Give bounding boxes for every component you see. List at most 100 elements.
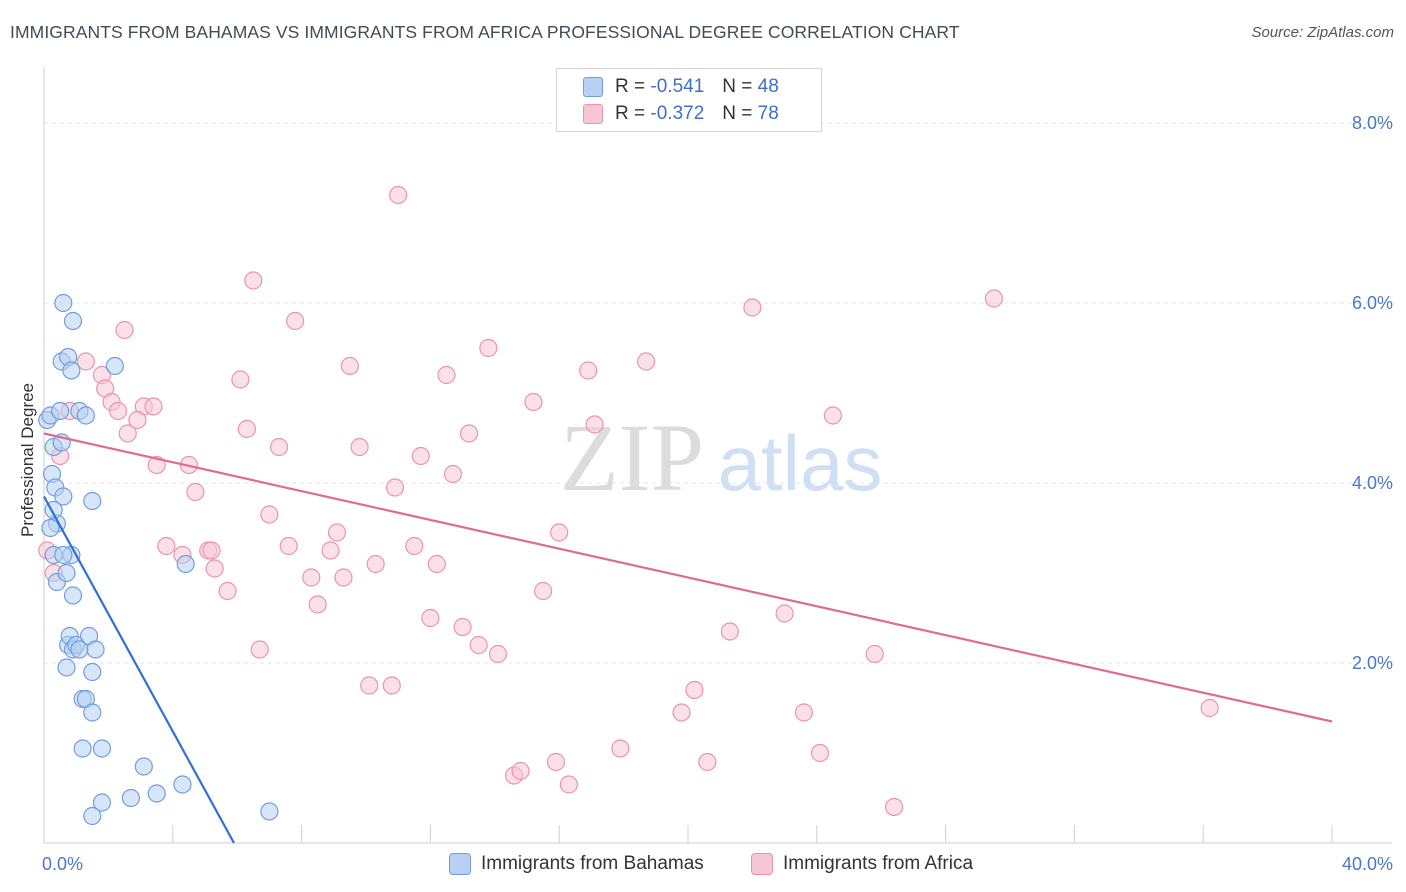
data-point-bahamas [57,658,76,677]
y-tick-labels: 2.0% 4.0% 6.0% 8.0% [1352,113,1393,673]
data-point-africa [366,554,385,574]
data-point-africa [321,541,340,560]
data-point-bahamas [83,806,102,826]
data-point-bahamas [73,739,92,758]
data-point-africa [269,437,289,457]
data-point-africa [984,289,1004,308]
data-point-africa [533,581,553,601]
data-point-africa [205,559,224,578]
data-point-africa [743,298,762,317]
legend-n-value-africa: 78 [757,103,779,124]
data-point-bahamas [54,487,73,506]
data-point-africa [108,401,128,421]
trend-lines [43,432,1333,844]
data-point-africa [810,743,830,763]
y-tick-label: 8.0% [1352,113,1393,133]
data-point-africa [279,536,298,556]
data-point-africa [260,505,279,524]
data-point-africa [157,536,176,556]
watermark-zip: ZIP [560,404,704,511]
y-tick-label: 2.0% [1352,653,1393,673]
data-point-africa [720,622,739,641]
data-point-africa [511,761,530,781]
data-point-africa [389,185,408,205]
data-point-africa [327,523,347,542]
data-point-africa [437,365,456,385]
data-point-bahamas [92,793,112,812]
y-axis-label: Professional Degree [18,383,37,537]
data-point-africa [459,424,479,443]
data-point-africa [794,703,814,722]
watermark: ZIP atlas [560,404,882,511]
data-point-africa [360,676,379,695]
legend-swatch-bahamas [449,853,471,875]
data-point-africa [250,640,269,659]
data-point-africa [524,392,543,412]
data-point-africa [823,406,843,425]
series-africa-points [38,185,1219,817]
legend-row-bahamas: R = -0.541 N = 48 [583,75,779,99]
legend-label-africa: Immigrants from Africa [783,853,974,874]
data-point-africa [382,676,401,695]
data-point-africa [546,752,566,772]
data-point-africa [115,320,134,340]
legend-item-africa[interactable]: Immigrants from Africa [751,851,973,877]
data-point-africa [469,635,488,655]
x-tick-labels: 0.0% 40.0% [42,854,1393,874]
axes [43,67,1392,844]
data-point-bahamas [54,545,73,565]
data-point-africa [672,703,691,722]
data-point-africa [884,797,904,817]
data-point-africa [186,482,205,502]
data-point-africa [411,446,430,466]
data-point-bahamas [63,586,83,605]
data-point-africa [385,478,405,497]
data-point-africa [286,311,305,331]
data-point-africa [144,397,163,416]
data-point-bahamas [86,640,105,659]
legend-item-bahamas[interactable]: Immigrants from Bahamas [449,851,704,877]
data-point-africa [76,352,95,371]
data-point-bahamas [260,802,279,821]
data-point-africa [453,617,472,637]
data-point-africa [118,424,137,443]
data-point-africa [302,568,321,587]
stats-legend: R = -0.541 N = 48 R = -0.372 N = 78 [556,68,822,132]
data-point-africa [559,775,578,794]
x-tick-label: 0.0% [42,854,83,874]
data-point-africa [550,523,569,542]
data-point-africa [237,419,256,439]
data-point-africa [775,604,794,623]
data-point-africa [579,361,598,380]
data-point-africa [340,356,359,376]
trend-line-africa [43,432,1333,723]
data-point-africa [334,568,353,587]
data-point-bahamas [57,563,76,583]
chart-title: IMMIGRANTS FROM BAHAMAS VS IMMIGRANTS FR… [10,22,960,42]
legend-swatch-africa [583,104,603,124]
data-point-bahamas [134,757,153,776]
data-point-bahamas [121,788,141,808]
data-point-bahamas [83,491,102,511]
data-point-bahamas [105,356,124,376]
data-point-bahamas [176,554,195,574]
data-point-bahamas [92,739,112,758]
legend-r-label: R = [615,76,646,97]
data-point-africa [427,554,446,574]
data-point-africa [698,752,717,772]
data-point-africa [685,680,704,700]
data-point-africa [308,595,327,614]
data-point-bahamas [50,401,70,421]
legend-label-bahamas: Immigrants from Bahamas [481,853,704,874]
legend-n-value-bahamas: 48 [757,76,779,97]
legend-swatch-africa [751,853,773,875]
legend-n-label: N = [722,103,753,124]
data-point-africa [128,410,147,430]
data-point-bahamas [147,784,166,803]
data-point-bahamas [173,775,192,794]
data-point-bahamas [83,662,102,682]
data-point-africa [865,644,884,664]
legend-row-africa: R = -0.372 N = 78 [583,102,779,126]
data-point-africa [231,370,250,389]
data-point-africa [1200,698,1219,718]
